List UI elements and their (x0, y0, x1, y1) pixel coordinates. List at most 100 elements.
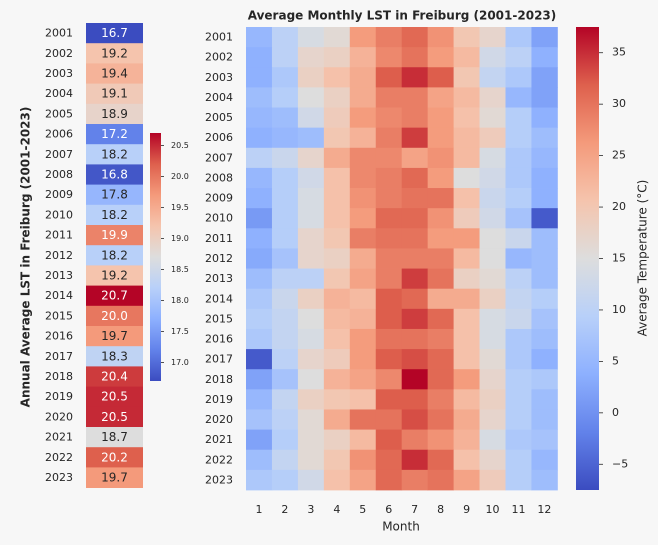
monthly-cell (531, 147, 558, 169)
annual-cell (86, 427, 143, 448)
monthly-cell (505, 208, 532, 229)
month-tick-label: 9 (463, 503, 470, 516)
annual-year-label: 2009 (45, 188, 73, 201)
monthly-cell (427, 429, 454, 451)
annual-colorbar-tick-label: 19.5 (171, 203, 189, 212)
monthly-cell (375, 308, 403, 330)
annual-year-label: 2016 (45, 330, 73, 343)
monthly-cell (531, 389, 558, 410)
monthly-cell (479, 268, 506, 290)
monthly-cell (246, 228, 273, 249)
monthly-cell (297, 328, 325, 350)
monthly-cell (427, 389, 454, 410)
monthly-cell (453, 27, 480, 48)
monthly-cell (323, 27, 351, 48)
monthly-cell (246, 389, 273, 410)
monthly-cell (297, 67, 325, 88)
monthly-cell (297, 147, 325, 169)
monthly-cell (401, 268, 429, 290)
monthly-cell (323, 308, 351, 330)
annual-value-label: 19.7 (101, 471, 128, 485)
monthly-cell (531, 328, 558, 350)
monthly-cells (246, 27, 558, 491)
monthly-cell (479, 389, 506, 410)
monthly-cell (505, 429, 532, 451)
monthly-cell (246, 308, 273, 330)
monthly-cell (375, 268, 403, 290)
annual-cell (86, 447, 143, 468)
monthly-cell (297, 27, 325, 48)
monthly-title: Average Monthly LST in Freiburg (2001-20… (248, 9, 557, 23)
monthly-cell (453, 147, 480, 169)
annual-value-label: 18.9 (101, 107, 128, 121)
monthly-colorbar-gradient (576, 27, 599, 490)
monthly-year-label: 2009 (205, 192, 233, 205)
monthly-cell (479, 147, 506, 169)
monthly-cell (505, 449, 532, 471)
monthly-cell (323, 127, 351, 149)
monthly-cell (401, 369, 429, 390)
monthly-cell (349, 167, 377, 189)
monthly-cell (453, 167, 480, 189)
annual-colorbar-tick-label: 18.0 (171, 296, 189, 305)
monthly-cell (505, 308, 532, 330)
annual-cell (86, 225, 143, 246)
monthly-cell (401, 308, 429, 330)
monthly-cell (453, 228, 480, 249)
monthly-cell (427, 67, 454, 88)
monthly-cell (375, 389, 403, 410)
monthly-colorbar-tick-label: 35 (612, 46, 626, 59)
monthly-cell (349, 208, 377, 229)
monthly-cell (297, 369, 325, 390)
monthly-cell (349, 67, 377, 88)
annual-value-label: 19.7 (101, 329, 128, 343)
monthly-cell (271, 268, 299, 290)
monthly-year-label: 2002 (205, 51, 233, 64)
month-tick-labels: 1 2 3 4 5 6 7 8 9 10 11 12 (255, 503, 551, 516)
monthly-cell (531, 429, 558, 451)
monthly-cell (401, 288, 429, 310)
monthly-cell (453, 469, 480, 491)
monthly-xlabel: Month (382, 520, 420, 534)
monthly-cell (427, 268, 454, 290)
annual-value-label: 18.7 (101, 430, 128, 444)
monthly-cell (531, 208, 558, 229)
monthly-cell (505, 228, 532, 249)
monthly-cell (479, 248, 506, 269)
monthly-cell (323, 188, 351, 209)
annual-ylabel: Annual Average LST in Freiburg (2001-202… (19, 107, 33, 408)
monthly-cell (271, 87, 299, 108)
monthly-cell (531, 409, 558, 430)
monthly-cell (453, 409, 480, 430)
monthly-cell (453, 127, 480, 149)
monthly-cell (479, 228, 506, 249)
monthly-cell (479, 127, 506, 149)
monthly-cell (479, 87, 506, 108)
annual-cell (86, 467, 143, 488)
month-tick-label: 3 (307, 503, 314, 516)
monthly-heatmap: Average Monthly LST in Freiburg (2001-20… (205, 9, 558, 534)
monthly-cell (427, 228, 454, 249)
monthly-cell (297, 208, 325, 229)
annual-cell (86, 63, 143, 84)
monthly-cell (246, 349, 273, 370)
monthly-cell (375, 67, 403, 88)
monthly-cell (453, 288, 480, 310)
monthly-colorbar-ticks: −5 0 5 10 15 20 25 30 35 (599, 46, 628, 470)
annual-cell (86, 265, 143, 286)
monthly-cell (375, 107, 403, 129)
monthly-colorbar-tick-label: −5 (612, 457, 628, 470)
monthly-cell (531, 167, 558, 189)
monthly-cell (246, 208, 273, 229)
monthly-cell (271, 67, 299, 88)
monthly-cell (401, 349, 429, 370)
monthly-year-label: 2008 (205, 171, 233, 184)
monthly-cell (323, 87, 351, 108)
monthly-cell (427, 248, 454, 269)
monthly-cell (453, 107, 480, 129)
monthly-cell (375, 87, 403, 108)
monthly-cell (427, 167, 454, 189)
annual-cell (86, 406, 143, 428)
annual-value-label: 20.0 (101, 309, 128, 323)
monthly-cell (531, 228, 558, 249)
